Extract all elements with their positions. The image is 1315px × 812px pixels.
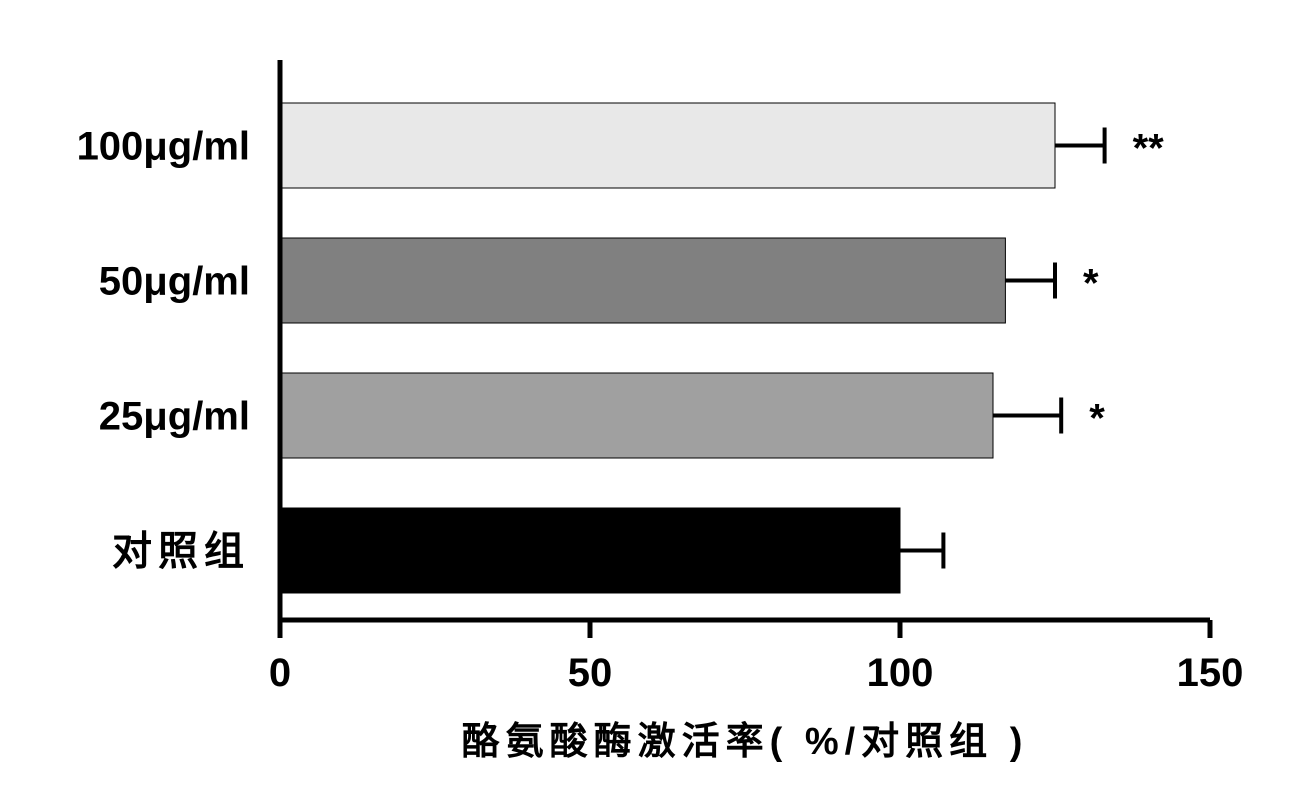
x-tick-label-2: 100 — [867, 651, 934, 695]
category-label-0: 100μg/ml — [77, 125, 250, 169]
bar-2 — [280, 373, 993, 458]
category-label-1: 50μg/ml — [99, 260, 250, 304]
significance-2: * — [1089, 397, 1105, 441]
bar-0 — [280, 103, 1055, 188]
chart-container: ** 100μg/ml * 50μg/ml * 25μg/ml 对照组 0 50 100 150 酪氨… — [0, 0, 1315, 812]
significance-0: ** — [1133, 127, 1165, 171]
x-tick-label-1: 50 — [568, 651, 613, 695]
category-label-2: 25μg/ml — [99, 395, 250, 439]
x-tick-label-0: 0 — [269, 651, 291, 695]
category-label-3: 对照组 — [112, 530, 250, 574]
bar-chart: ** 100μg/ml * 50μg/ml * 25μg/ml 对照组 0 50 100 150 酪氨… — [0, 0, 1315, 812]
x-tick-label-3: 150 — [1177, 651, 1244, 695]
x-axis-label: 酪氨酸酶激活率( %/对照组 ) — [462, 721, 1029, 763]
bar-1 — [280, 238, 1005, 323]
significance-1: * — [1083, 262, 1099, 306]
bar-3 — [280, 508, 900, 593]
